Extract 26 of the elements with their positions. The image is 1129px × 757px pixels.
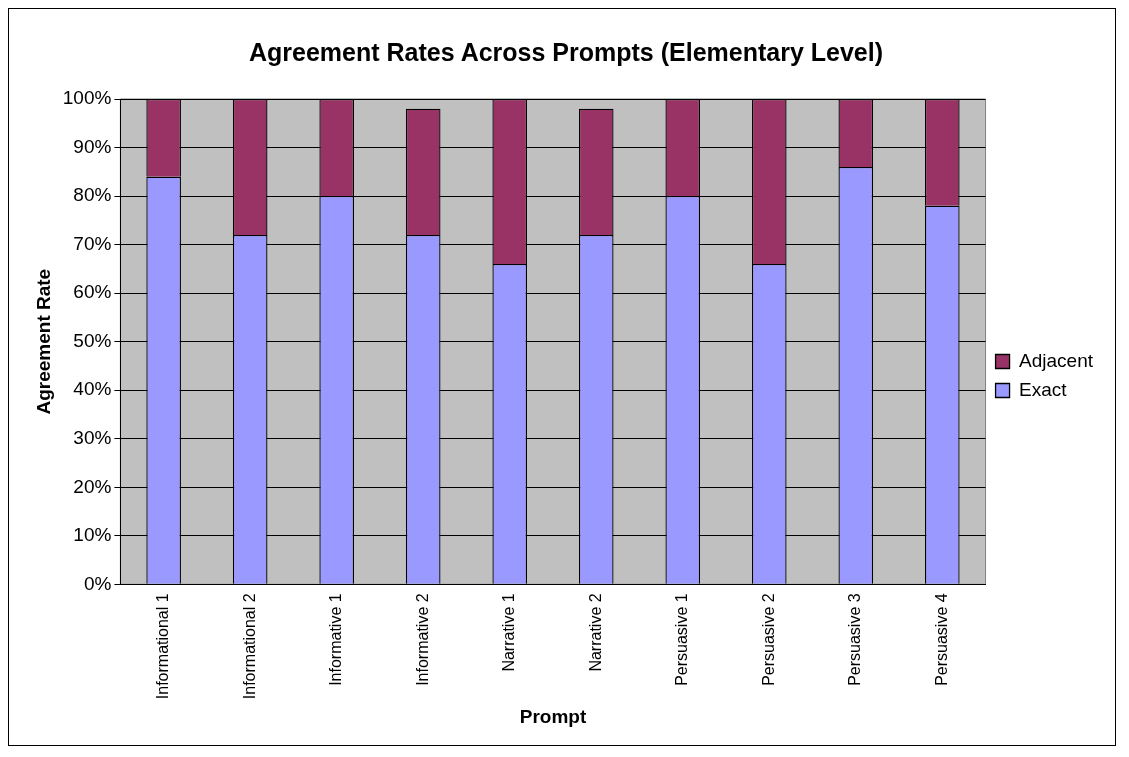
x-tick-label: Persuasive 3 xyxy=(846,593,864,686)
y-tick-label: 40% xyxy=(73,378,112,400)
y-tick-label: 0% xyxy=(83,572,112,594)
y-tick-label: 70% xyxy=(73,232,112,254)
y-tick-label: 50% xyxy=(73,329,112,351)
y-axis-title: Agreement Rate xyxy=(32,268,54,415)
y-tick-label: 100% xyxy=(62,87,112,109)
legend-label: Adjacent xyxy=(1019,349,1094,371)
x-tick-label: Narrative 2 xyxy=(586,593,604,672)
x-tick-label: Persuasive 1 xyxy=(673,593,691,686)
legend-label: Exact xyxy=(1019,378,1068,400)
x-tick-label: Persuasive 4 xyxy=(932,593,950,686)
x-tick-label: Informative 2 xyxy=(413,593,431,686)
x-tick-label: Informational 1 xyxy=(154,593,172,700)
y-tick-label: 10% xyxy=(73,524,112,546)
x-tick-label: Informative 1 xyxy=(327,593,345,686)
y-tick-label: 90% xyxy=(73,135,112,157)
x-tick-label: Persuasive 2 xyxy=(759,593,777,686)
y-tick-label: 30% xyxy=(73,426,112,448)
y-tick-label: 60% xyxy=(73,281,112,303)
x-tick-label: Narrative 1 xyxy=(500,593,518,672)
x-axis-title: Prompt xyxy=(519,705,587,727)
chart-title: Agreement Rates Across Prompts (Elementary Level) xyxy=(248,37,884,66)
x-tick-label: Informational 2 xyxy=(240,593,258,700)
y-tick-label: 20% xyxy=(73,475,112,497)
y-tick-label: 80% xyxy=(73,184,112,206)
